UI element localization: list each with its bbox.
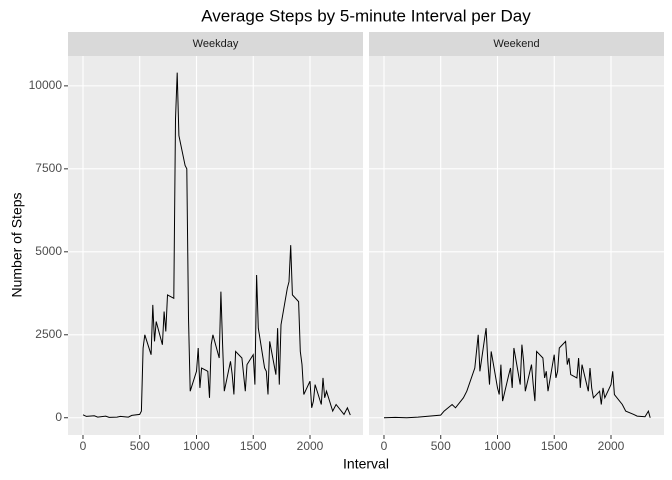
panel bbox=[68, 56, 363, 435]
x-tick-label: 1000 bbox=[183, 439, 210, 453]
x-tick-label: 2000 bbox=[598, 439, 625, 453]
x-tick-label: 2000 bbox=[297, 439, 324, 453]
strip bbox=[369, 32, 664, 56]
line bbox=[82, 72, 351, 418]
x-tick-label: 0 bbox=[381, 439, 388, 453]
y-axis-title: Number of Steps bbox=[9, 192, 25, 297]
strip-label: Weekday bbox=[193, 38, 239, 50]
y-tick-label: 0 bbox=[55, 410, 62, 424]
y-tick-label: 2500 bbox=[35, 327, 62, 341]
x-axis-title: Interval bbox=[343, 456, 389, 472]
panel bbox=[369, 56, 664, 435]
line bbox=[383, 328, 651, 419]
x-tick-label: 0 bbox=[80, 439, 87, 453]
x-tick-label: 500 bbox=[130, 439, 150, 453]
x-tick-label: 500 bbox=[431, 439, 451, 453]
strip-label: Weekend bbox=[493, 38, 539, 50]
chart-title: Average Steps by 5-minute Interval per D… bbox=[201, 6, 531, 25]
y-tick-label: 10000 bbox=[29, 78, 63, 92]
strip bbox=[68, 32, 363, 56]
y-tick-label: 7500 bbox=[35, 161, 62, 175]
x-tick-label: 1500 bbox=[541, 439, 568, 453]
x-tick-label: 1000 bbox=[484, 439, 511, 453]
y-tick-label: 5000 bbox=[35, 244, 62, 258]
x-tick-label: 1500 bbox=[240, 439, 267, 453]
